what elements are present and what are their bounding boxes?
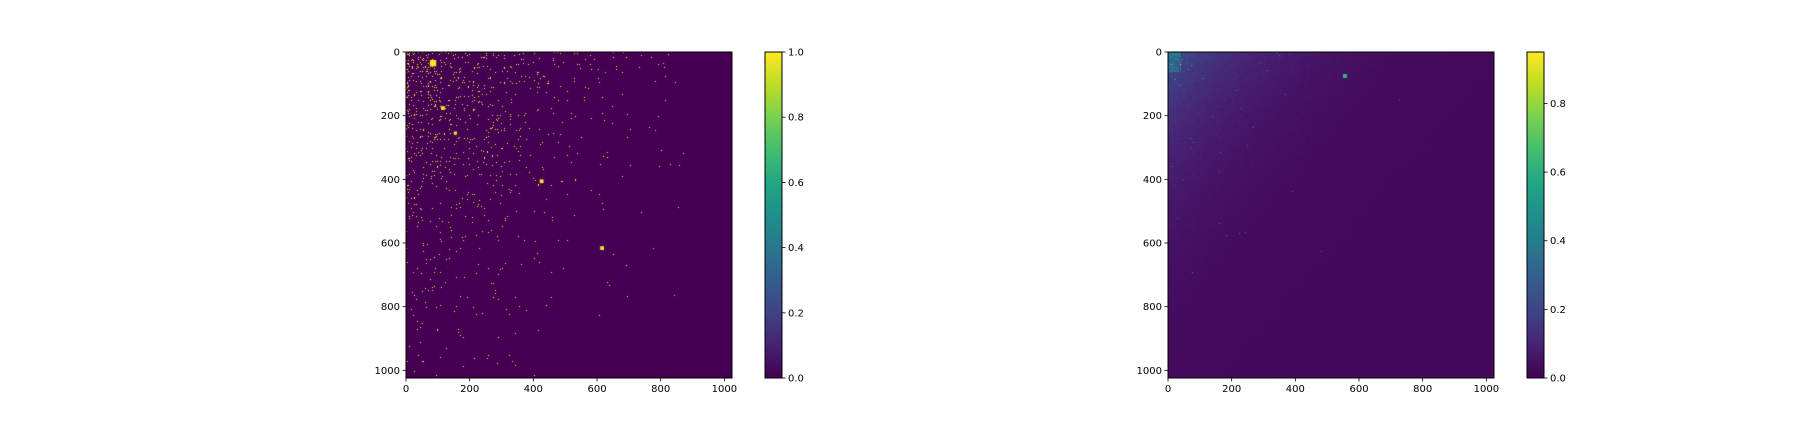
left-ytick-label: 0 <box>394 48 400 59</box>
right-colorbar-tick-label: 0.0 <box>1550 374 1566 385</box>
right-xtick-label: 0 <box>1165 384 1171 395</box>
left-plot-frame <box>405 51 733 379</box>
right-colorbar-frame <box>1526 51 1545 379</box>
left-ytick-label: 1000 <box>375 366 400 377</box>
right-colorbar-tick-label: 0.8 <box>1550 99 1566 110</box>
right-xtick-label: 400 <box>1286 384 1305 395</box>
left-xtick-label: 800 <box>651 384 670 395</box>
left-xtick-label: 1000 <box>712 384 737 395</box>
right-ytick-label: 400 <box>1143 175 1162 186</box>
right-colorbar-tick-label: 0.2 <box>1550 305 1566 316</box>
left-colorbar-tick-label: 1.0 <box>788 48 804 59</box>
right-xtick-label: 200 <box>1222 384 1241 395</box>
right-ytick-label: 0 <box>1156 48 1162 59</box>
left-ytick-label: 400 <box>381 175 400 186</box>
right-ytick-label: 1000 <box>1137 366 1162 377</box>
left-xtick-label: 200 <box>460 384 479 395</box>
left-ytick-label: 200 <box>381 111 400 122</box>
right-ytick-label: 800 <box>1143 302 1162 313</box>
left-colorbar-tick-label: 0.2 <box>788 308 804 319</box>
left-colorbar-tick-label: 0.6 <box>788 178 804 189</box>
left-xtick-label: 400 <box>524 384 543 395</box>
left-ytick-label: 800 <box>381 302 400 313</box>
right-plot-frame <box>1167 51 1495 379</box>
right-heatmap-image <box>1168 52 1494 378</box>
left-colorbar-gradient <box>765 52 782 378</box>
left-heatmap-image <box>406 52 732 378</box>
right-colorbar-gradient <box>1527 52 1544 378</box>
right-colorbar-tick-label: 0.4 <box>1550 236 1566 247</box>
right-xtick-label: 600 <box>1349 384 1368 395</box>
left-colorbar-tick-label: 0.0 <box>788 374 804 385</box>
right-ytick-label: 200 <box>1143 111 1162 122</box>
left-ytick-label: 600 <box>381 239 400 250</box>
left-colorbar-tick-label: 0.4 <box>788 243 804 254</box>
left-colorbar-tick-label: 0.8 <box>788 113 804 124</box>
right-xtick-label: 1000 <box>1474 384 1499 395</box>
right-xtick-label: 800 <box>1413 384 1432 395</box>
right-colorbar-tick-label: 0.6 <box>1550 168 1566 179</box>
left-colorbar-frame <box>764 51 783 379</box>
left-xtick-label: 600 <box>587 384 606 395</box>
right-ytick-label: 600 <box>1143 239 1162 250</box>
left-xtick-label: 0 <box>403 384 409 395</box>
